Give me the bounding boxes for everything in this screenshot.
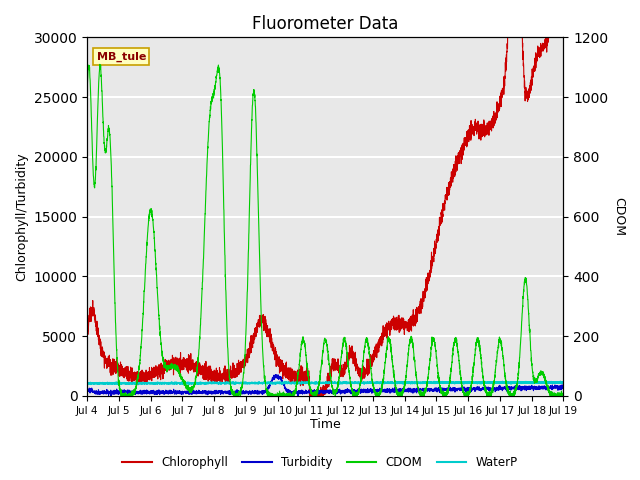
Turbidity — [287, 389, 295, 395]
Y-axis label: Chlorophyll/Turbidity: Chlorophyll/Turbidity — [15, 152, 28, 281]
X-axis label: Time: Time — [310, 419, 340, 432]
WaterP — [284, 380, 291, 386]
WaterP — [88, 381, 95, 387]
WaterP — [559, 379, 567, 385]
Legend: Chlorophyll, Turbidity, CDOM, WaterP: Chlorophyll, Turbidity, CDOM, WaterP — [118, 452, 522, 474]
Turbidity — [107, 393, 115, 399]
Line: Turbidity: Turbidity — [87, 375, 563, 396]
Line: Chlorophyll: Chlorophyll — [87, 37, 563, 396]
Chlorophyll — [306, 393, 314, 399]
CDOM — [429, 338, 437, 344]
CDOM — [83, 89, 91, 95]
CDOM — [96, 61, 104, 67]
CDOM — [522, 276, 529, 282]
Chlorophyll — [559, 35, 567, 40]
Chlorophyll — [429, 258, 437, 264]
Chlorophyll — [83, 329, 91, 335]
Chlorophyll — [545, 35, 553, 40]
Turbidity — [310, 390, 317, 396]
Y-axis label: CDOM: CDOM — [612, 197, 625, 236]
Line: CDOM: CDOM — [87, 64, 563, 396]
WaterP — [545, 380, 553, 385]
WaterP — [83, 380, 91, 386]
Turbidity — [559, 385, 567, 391]
WaterP — [522, 380, 529, 385]
Turbidity — [429, 386, 437, 392]
WaterP — [310, 380, 317, 386]
Chlorophyll — [522, 90, 529, 96]
Turbidity — [284, 387, 291, 393]
WaterP — [429, 380, 437, 385]
Text: MB_tule: MB_tule — [97, 52, 146, 62]
Line: WaterP: WaterP — [87, 381, 563, 384]
Turbidity — [271, 372, 279, 378]
CDOM — [559, 393, 567, 398]
CDOM — [284, 393, 291, 399]
Turbidity — [83, 389, 91, 395]
WaterP — [287, 380, 295, 386]
WaterP — [541, 378, 548, 384]
Turbidity — [522, 386, 529, 392]
CDOM — [310, 390, 317, 396]
Chlorophyll — [287, 369, 295, 374]
Chlorophyll — [284, 373, 291, 379]
Chlorophyll — [504, 35, 511, 40]
CDOM — [545, 390, 553, 396]
Chlorophyll — [310, 393, 317, 399]
CDOM — [287, 393, 295, 399]
Turbidity — [545, 384, 553, 390]
CDOM — [117, 393, 125, 399]
Title: Fluorometer Data: Fluorometer Data — [252, 15, 399, 33]
